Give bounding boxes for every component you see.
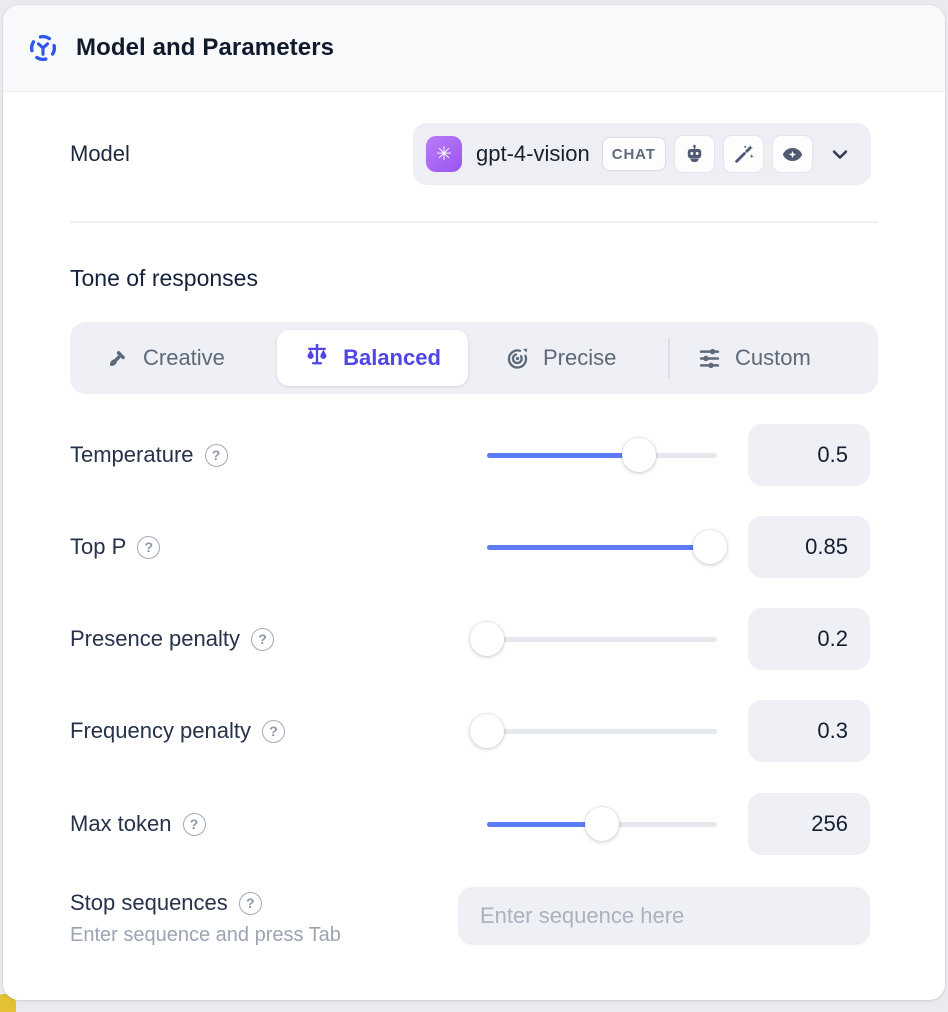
tone-option-label: Creative bbox=[143, 345, 225, 370]
chevron-down-icon bbox=[827, 141, 853, 167]
param-row-max-token: Max token 256 bbox=[70, 793, 878, 855]
param-label-text: Top P bbox=[70, 534, 127, 559]
tone-option-label: Balanced bbox=[343, 345, 441, 370]
scale-icon bbox=[304, 342, 330, 374]
tone-section-heading: Tone of responses bbox=[70, 265, 258, 291]
frequency-penalty-value[interactable]: 0.3 bbox=[748, 700, 870, 762]
selected-model-name: gpt-4-vision bbox=[476, 141, 590, 166]
help-icon[interactable] bbox=[251, 627, 274, 651]
tone-option-precise[interactable]: Precise bbox=[505, 322, 616, 394]
help-icon[interactable] bbox=[137, 535, 161, 559]
param-label: Presence penalty bbox=[70, 626, 274, 652]
help-icon[interactable] bbox=[182, 812, 206, 836]
slider-thumb[interactable] bbox=[621, 438, 656, 472]
vision-capability-chip bbox=[771, 135, 813, 173]
param-label: Temperature bbox=[70, 442, 228, 468]
model-select[interactable]: gpt-4-vision CHAT bbox=[413, 123, 871, 185]
sliders-icon bbox=[697, 346, 722, 371]
page-title: Model and Parameters bbox=[76, 34, 335, 61]
temperature-slider[interactable] bbox=[487, 438, 717, 472]
openai-logo-icon bbox=[426, 136, 462, 172]
stop-sequences-label: Stop sequences bbox=[70, 890, 262, 916]
stop-sequence-input[interactable] bbox=[458, 887, 870, 945]
magic-wand-icon bbox=[735, 144, 754, 163]
top-p-slider[interactable] bbox=[487, 530, 728, 564]
slider-thumb[interactable] bbox=[470, 714, 504, 748]
card-header: Model and Parameters bbox=[3, 5, 945, 92]
chat-type-badge: CHAT bbox=[601, 137, 666, 171]
target-icon bbox=[505, 346, 530, 371]
top-p-value[interactable]: 0.85 bbox=[748, 516, 870, 578]
param-label: Top P bbox=[70, 534, 161, 560]
help-icon[interactable] bbox=[262, 719, 285, 743]
param-row-top-p: Top P 0.85 bbox=[70, 516, 878, 578]
robot-icon bbox=[687, 144, 702, 162]
slider-thumb[interactable] bbox=[693, 530, 728, 564]
param-row-presence-penalty: Presence penalty 0.2 bbox=[70, 608, 878, 670]
max-token-value[interactable]: 256 bbox=[748, 793, 870, 855]
presence-penalty-value[interactable]: 0.2 bbox=[748, 608, 870, 670]
param-row-frequency-penalty: Frequency penalty 0.3 bbox=[70, 700, 878, 762]
slider-thumb[interactable] bbox=[585, 807, 619, 841]
param-label-text: Temperature bbox=[70, 442, 194, 467]
help-icon[interactable] bbox=[204, 443, 228, 467]
slider-track[interactable] bbox=[487, 728, 717, 734]
frequency-penalty-slider[interactable] bbox=[470, 714, 717, 748]
slider-fill bbox=[487, 452, 639, 458]
section-divider bbox=[70, 221, 878, 223]
robot-capability-chip bbox=[673, 135, 715, 173]
presence-penalty-slider[interactable] bbox=[470, 622, 717, 656]
tone-option-custom[interactable]: Custom bbox=[697, 322, 811, 394]
temperature-value[interactable]: 0.5 bbox=[748, 424, 870, 486]
slider-track[interactable] bbox=[487, 636, 717, 642]
tone-option-balanced[interactable]: Balanced bbox=[277, 330, 468, 386]
magic-wand-capability-chip bbox=[722, 135, 764, 173]
param-label-text: Presence penalty bbox=[70, 626, 240, 651]
stop-sequences-label-text: Stop sequences bbox=[70, 890, 228, 915]
stop-sequences-hint: Enter sequence and press Tab bbox=[70, 924, 341, 946]
help-icon[interactable] bbox=[238, 891, 262, 915]
slider-thumb[interactable] bbox=[470, 622, 504, 656]
slider-fill bbox=[487, 821, 602, 827]
param-label: Max token bbox=[70, 811, 206, 837]
segmented-divider bbox=[668, 338, 670, 378]
max-token-slider[interactable] bbox=[487, 807, 717, 841]
param-label-text: Max token bbox=[70, 811, 172, 836]
paintbrush-icon bbox=[105, 346, 130, 371]
tone-option-label: Precise bbox=[543, 345, 617, 370]
param-label: Frequency penalty bbox=[70, 718, 285, 744]
vision-eye-icon bbox=[782, 147, 802, 161]
tone-option-creative[interactable]: Creative bbox=[105, 322, 225, 394]
model-hub-icon bbox=[28, 33, 58, 63]
param-row-temperature: Temperature 0.5 bbox=[70, 424, 878, 486]
tone-option-label: Custom bbox=[735, 345, 811, 370]
param-label-text: Frequency penalty bbox=[70, 718, 251, 743]
slider-fill bbox=[487, 544, 711, 550]
tone-segmented-control: Creative Balanced bbox=[70, 322, 878, 394]
model-label: Model bbox=[70, 141, 130, 166]
